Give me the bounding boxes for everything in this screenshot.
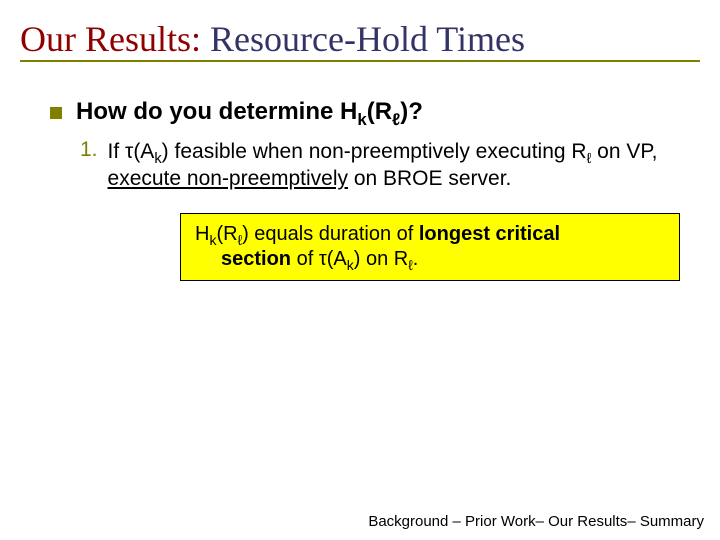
q-text: (R (367, 98, 392, 125)
q-sub: ℓ (392, 110, 400, 129)
square-bullet-icon (50, 107, 62, 119)
c-txt: (R (216, 223, 237, 245)
q-text: )? (400, 98, 423, 125)
slide-body: How do you determine Hk(Rℓ)? 1. If τ(Ak)… (0, 68, 720, 281)
numbered-item-1: 1. If τ(Ak) feasible when non-preemptive… (80, 138, 690, 193)
bullet-item-1: How do you determine Hk(Rℓ)? (50, 98, 690, 126)
slide: Our Results: Resource-Hold Times How do … (0, 0, 720, 540)
c-txt: of τ(A (291, 248, 347, 270)
txt: on BROE server. (348, 167, 511, 190)
txt: ) feasible when non-preemptively executi… (162, 140, 587, 163)
txt: on VP, (591, 140, 657, 163)
txt: If τ(A (108, 140, 155, 163)
item-number: 1. (80, 138, 98, 162)
title-main: Resource-Hold Times (201, 19, 525, 59)
q-text: How do you determine H (76, 98, 357, 125)
txt-sub: k (154, 151, 161, 167)
c-txt: ) equals duration of (242, 223, 419, 245)
c-txt: ) on R (354, 248, 408, 270)
footer-part-current: – Our Results (536, 513, 628, 530)
c-bold: longest critical (419, 223, 560, 245)
title-container: Our Results: Resource-Hold Times (0, 0, 720, 68)
c-txt: H (195, 223, 209, 245)
footer-part: – Summary (627, 513, 704, 530)
callout-box: Hk(Rℓ) equals duration of longest critic… (180, 213, 680, 281)
callout-line2: section of τ(Ak) on Rℓ. (195, 247, 665, 272)
slide-title: Our Results: Resource-Hold Times (20, 18, 700, 62)
footer-breadcrumb: Background – Prior Work– Our Results– Su… (368, 513, 704, 530)
title-accent: Our Results: (20, 19, 201, 59)
c-txt: . (413, 248, 419, 270)
footer-part: Background – Prior Work (368, 513, 535, 530)
item-text: If τ(Ak) feasible when non-preemptively … (108, 138, 690, 193)
c-bold: section (221, 248, 291, 270)
main-question: How do you determine Hk(Rℓ)? (76, 98, 423, 126)
q-sub: k (357, 110, 366, 129)
txt-underlined: execute non-preemptively (108, 167, 348, 190)
c-sub: k (347, 257, 354, 273)
